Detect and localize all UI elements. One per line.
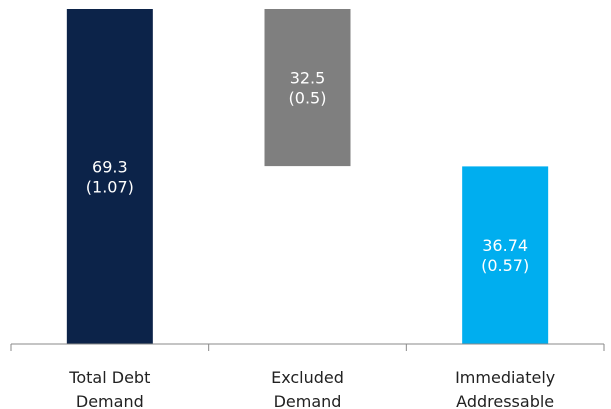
category-label-line: Total Debt (68, 368, 150, 387)
category-label: Total Debt Demand (68, 368, 150, 409)
bar-value-label-line: 69.3 (92, 158, 128, 177)
bar-3 (462, 166, 549, 344)
bar-value-label: 36.74 (0.57) (481, 236, 529, 275)
bars-layer (66, 9, 549, 344)
bar-value-label-line: (1.07) (86, 178, 134, 197)
category-label: Immediately Addressable (455, 368, 555, 409)
bar-1 (66, 9, 153, 344)
x-axis (10, 343, 605, 351)
labels-layer: 69.3 (1.07) Total Debt Demand 32.5 (0.5) Exclu… (68, 69, 555, 409)
bar-2 (264, 9, 351, 167)
bar-value-label-line: (0.57) (481, 256, 529, 275)
bar-value-label-line: 32.5 (290, 69, 326, 88)
category-label-line: Demand (76, 392, 144, 409)
bar-value-label-line: (0.5) (289, 89, 327, 108)
category-label-line: Immediately (455, 368, 555, 387)
category-label-line: Demand (274, 392, 342, 409)
bar-value-label-line: 36.74 (482, 236, 528, 255)
bar-value-label: 69.3 (1.07) (86, 158, 134, 197)
category-label: Excluded Demand (271, 368, 344, 409)
category-label-line: Excluded (271, 368, 344, 387)
bar-value-label: 32.5 (0.5) (289, 69, 327, 108)
category-label-line: Addressable (456, 392, 554, 409)
